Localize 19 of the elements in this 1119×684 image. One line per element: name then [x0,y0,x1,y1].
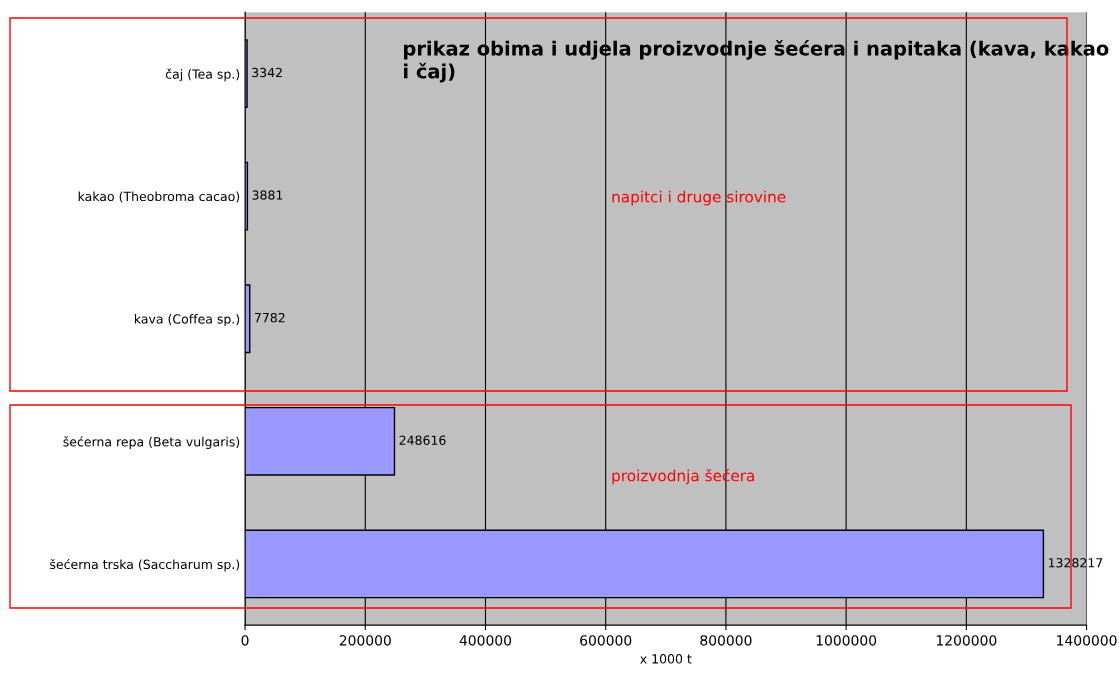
x-tick-label: 200000 [339,635,391,646]
x-axis-title: x 1000 t [640,654,692,664]
x-tick-label: 800000 [700,635,752,646]
x-tick-label: 1400000 [1057,635,1117,646]
data-label: 3342 [252,67,282,78]
y-tick-label: kakao (Theobroma cacao) [78,191,240,203]
y-tick-label: čaj (Tea sp.) [165,68,240,82]
x-tick-label: 1000000 [816,635,877,646]
data-label: 248616 [399,435,446,445]
y-tick-label: kava (Coffea sp.) [134,313,240,327]
y-tick-label: šećerna repa (Beta vulgaris) [63,436,240,449]
annotation: napitci i druge sirovine [612,190,786,206]
x-tick-label: 0 [241,635,249,646]
x-tick-label: 400000 [459,635,512,646]
x-tick-label: 1200000 [936,635,997,646]
data-label: 7782 [254,312,285,323]
data-label: 3881 [252,190,283,200]
y-tick-label: šećerna trska (Saccharum sp.) [50,558,240,572]
x-tick-label: 600000 [580,635,632,646]
